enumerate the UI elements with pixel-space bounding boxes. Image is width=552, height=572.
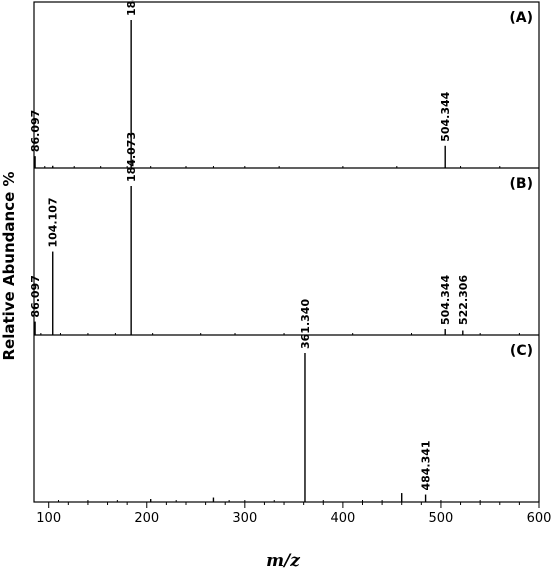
peak-label: 86.097: [29, 110, 42, 152]
axes-layer: 100 200 300 400 500 600: [33, 1, 552, 526]
panel-label: (C): [510, 343, 533, 359]
y-axis-label: Relative Abundance %: [0, 171, 18, 360]
peaks-layer: [34, 20, 520, 502]
x-axis-label: m/z: [266, 551, 300, 571]
x-tick-label: 300: [232, 511, 257, 526]
labels-layer: (A) 86.097 184.073 504.344 (B) 86.097 104.107 1…: [29, 0, 533, 491]
peak-label: 86.097: [29, 275, 42, 317]
peak-label: 504.344: [439, 275, 452, 325]
x-tick-label: 400: [330, 511, 355, 526]
peak-label: 184.073: [125, 132, 138, 182]
x-tick-label: 500: [429, 511, 454, 526]
panel-label: (B): [510, 176, 533, 192]
peak-label: 504.344: [439, 91, 452, 141]
peak-label: 104.107: [47, 197, 60, 247]
x-tick-label: 600: [527, 511, 552, 526]
peak-label: 484.341: [420, 440, 433, 490]
peak-label: 184.073: [125, 0, 138, 16]
x-tick-label: 100: [36, 511, 61, 526]
peak-label: 361.340: [299, 299, 312, 349]
x-tick-label: 200: [134, 511, 159, 526]
peak-label: 522.306: [457, 275, 470, 325]
plot-frame: [33, 1, 540, 503]
panel-label: (A): [509, 10, 533, 26]
